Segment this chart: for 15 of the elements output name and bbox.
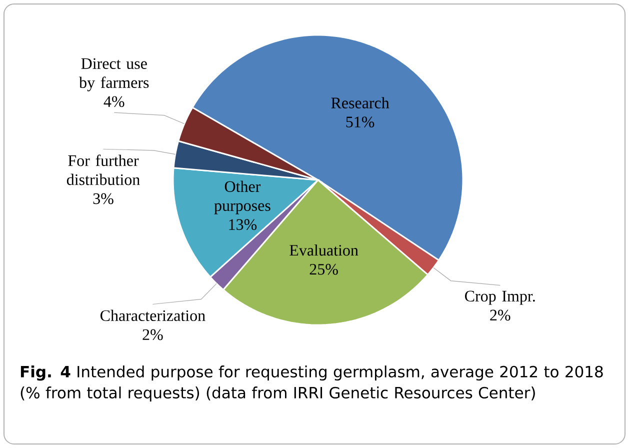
text: Fig. 4 Intended purpose for requesting germplasm, average 2012 to 2018 (% from total requests) (data from IRRI Genetic Resources Center) xyxy=(20,366,603,402)
data-label: 2% xyxy=(142,329,163,340)
data-label: 4% xyxy=(104,96,124,108)
slice-label: Characterization xyxy=(100,310,206,322)
data-label: 51% xyxy=(346,116,374,128)
slice-label: For further distribution xyxy=(66,154,140,186)
data-label: 2% xyxy=(490,310,510,321)
data-label: 3% xyxy=(93,193,114,204)
slice-label: Research xyxy=(331,97,390,108)
slice-label: Other purposes xyxy=(214,180,270,214)
slice-label: Evaluation xyxy=(290,244,358,256)
slice-label: Crop Impr. xyxy=(465,290,535,305)
slice-label: Direct use by farmers xyxy=(79,58,149,92)
data-label: 25% xyxy=(310,264,338,275)
data-label: 13% xyxy=(229,219,257,230)
